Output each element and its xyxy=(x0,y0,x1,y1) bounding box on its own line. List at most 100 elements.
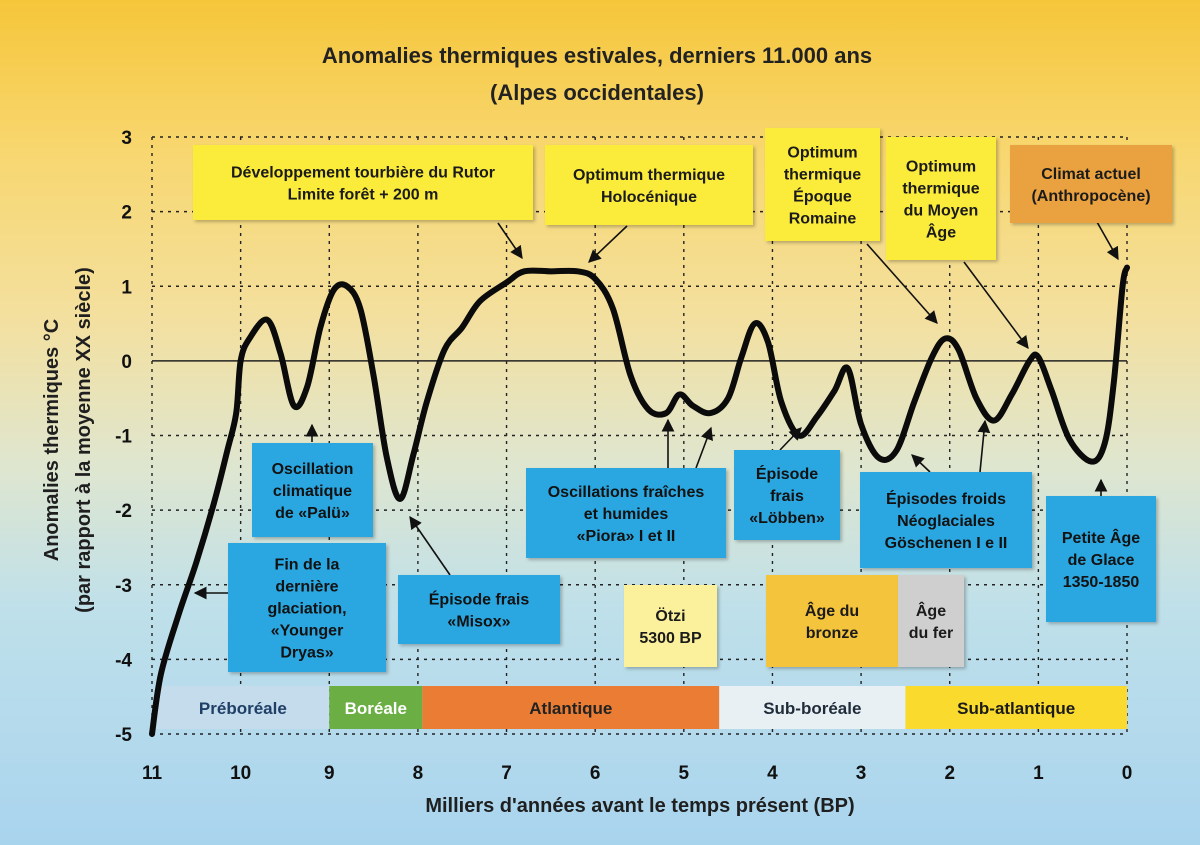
annotation-text: 1350-1850 xyxy=(1063,574,1140,591)
annotation-text: «Löbben» xyxy=(749,510,825,527)
annotation-text: Dryas» xyxy=(280,645,333,662)
y-tick-label: -5 xyxy=(115,725,132,746)
annotation-box-bg xyxy=(898,575,964,667)
annotation-arrows xyxy=(193,221,1119,600)
annotation-text: et humides xyxy=(584,506,669,523)
annotation-box-bg xyxy=(228,543,386,672)
x-tick-label: 5 xyxy=(679,763,690,784)
y-tick-label: 2 xyxy=(121,203,132,224)
temperature-line xyxy=(149,264,1130,737)
x-tick-label: 6 xyxy=(590,763,601,784)
annotation-box: Optimum thermique Holocénique xyxy=(545,145,753,225)
annotation-text: 5300 BP xyxy=(639,630,702,647)
annotation-arrow xyxy=(588,225,628,263)
x-tick-label: 4 xyxy=(767,763,778,784)
annotation-text: thermique xyxy=(902,181,979,198)
annotation-box-bg xyxy=(766,575,898,667)
annotation-text: Époque xyxy=(793,187,852,206)
annotation-text: dernière xyxy=(275,579,338,596)
period-label: Préboréale xyxy=(199,699,287,718)
temperature-curve xyxy=(149,264,1130,737)
annotation-text: Âge du xyxy=(805,601,859,620)
annotation-box-bg xyxy=(193,145,533,220)
y-tick-label: -2 xyxy=(115,501,132,522)
x-tick-label: 7 xyxy=(501,763,512,784)
annotation-text: Développement tourbière du Rutor xyxy=(231,165,495,182)
annotation-box-bg xyxy=(860,472,1032,568)
annotation-box: Oscillation climatique de «Palü» xyxy=(252,443,373,537)
annotation-box-bg xyxy=(765,128,880,241)
chart-subtitle: (Alpes occidentales) xyxy=(490,80,704,105)
annotation-text: Optimum xyxy=(906,159,976,176)
annotation-text: Néoglaciales xyxy=(897,513,995,530)
y-axis-label: Anomalies thermiques °C xyxy=(41,319,63,562)
x-tick-label: 9 xyxy=(324,763,335,784)
annotation-text: bronze xyxy=(806,625,859,642)
annotation-text: de «Palü» xyxy=(275,505,350,522)
annotation-arrow xyxy=(695,426,713,469)
x-tick-label: 10 xyxy=(230,763,251,784)
annotation-box: Climat actuel (Anthropocène) xyxy=(1010,145,1172,223)
annotation-text: «Younger xyxy=(271,623,344,640)
annotation-text: glaciation, xyxy=(267,601,346,618)
annotation-arrow xyxy=(866,243,938,324)
y-tick-label: -4 xyxy=(115,650,132,671)
annotation-box: Âge du fer xyxy=(898,575,964,667)
annotation-text: Âge xyxy=(916,601,946,620)
annotation-box-bg xyxy=(734,450,840,540)
period-segment xyxy=(329,686,423,729)
annotation-text: frais xyxy=(770,488,804,505)
y-tick-label: -1 xyxy=(115,427,132,448)
y-tick-label: 1 xyxy=(121,277,132,298)
annotation-text: Göschenen I e II xyxy=(885,535,1008,552)
period-segment xyxy=(422,686,720,729)
annotation-arrow xyxy=(911,454,931,473)
annotation-box: Optimum thermique du Moyen Âge xyxy=(886,137,996,260)
x-tick-label: 2 xyxy=(944,763,955,784)
period-segment xyxy=(156,686,330,729)
annotation-boxes: Développement tourbière du Rutor Limite f… xyxy=(193,128,1172,672)
y-tick-label: 3 xyxy=(121,128,132,149)
annotation-text: Romaine xyxy=(789,211,857,228)
annotation-text: Holocénique xyxy=(601,189,697,206)
period-label: Sub-atlantique xyxy=(957,699,1075,718)
annotation-box-bg xyxy=(545,145,753,225)
annotation-text: Limite forêt + 200 m xyxy=(288,187,439,204)
annotation-text: Épisodes froids xyxy=(886,489,1006,508)
annotation-text: Épisode xyxy=(756,464,818,483)
period-band: Préboréale Boréale Atlantique Sub-boréale Su… xyxy=(156,686,1127,729)
annotation-box: Fin de la dernière glaciation, «Younger Drya… xyxy=(228,543,386,672)
annotation-text: Épisode frais xyxy=(429,590,530,609)
annotation-text: «Misox» xyxy=(447,614,510,631)
annotation-arrow xyxy=(1096,221,1119,261)
annotation-box: Épisode frais «Misox» xyxy=(398,575,560,644)
annotation-text: Ötzi xyxy=(655,606,685,625)
x-tick-label: 11 xyxy=(142,763,163,784)
annotation-box-bg xyxy=(252,443,373,537)
x-tick-label: 8 xyxy=(413,763,424,784)
annotation-text: Fin de la xyxy=(275,557,340,574)
x-tick-label: 0 xyxy=(1122,763,1133,784)
y-axis-label-secondary: (par rapport à la moyenne XX siècle) xyxy=(73,267,95,613)
annotation-text: de Glace xyxy=(1068,552,1135,569)
annotation-text: Optimum xyxy=(787,145,857,162)
annotation-text: Oscillation xyxy=(272,461,354,478)
annotation-text: Climat actuel xyxy=(1041,166,1141,183)
annotation-box-bg xyxy=(886,137,996,260)
y-tick-label: 0 xyxy=(121,352,132,373)
annotation-box-bg xyxy=(624,585,717,667)
period-label: Sub-boréale xyxy=(763,699,861,718)
annotation-arrow xyxy=(409,515,451,576)
annotation-box: Petite Âge de Glace 1350-1850 xyxy=(1046,496,1156,622)
annotation-text: Âge xyxy=(926,223,956,242)
period-segment xyxy=(905,686,1127,729)
x-axis-label: Milliers d'années avant le temps présent… xyxy=(425,795,854,817)
annotation-text: Petite Âge xyxy=(1062,528,1140,547)
annotation-text: thermique xyxy=(784,167,861,184)
annotation-text: climatique xyxy=(273,483,352,500)
annotation-text: Oscillations fraîches xyxy=(548,484,705,501)
x-tick-label: 1 xyxy=(1033,763,1044,784)
annotation-box: Âge du bronze xyxy=(766,575,898,667)
annotation-box-bg xyxy=(398,575,560,644)
annotation-box: Ötzi 5300 BP xyxy=(624,585,717,667)
